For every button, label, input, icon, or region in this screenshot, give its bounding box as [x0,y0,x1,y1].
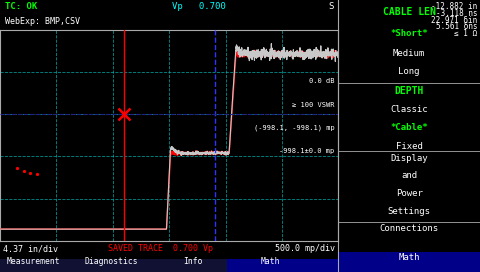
Bar [338,252,480,272]
Text: CABLE LEN: CABLE LEN [383,7,436,17]
Bar [227,259,338,272]
Text: 0.0 dB: 0.0 dB [309,78,335,84]
Text: -3.118 ns: -3.118 ns [436,9,478,18]
Text: 500.0 mp/div: 500.0 mp/div [275,245,335,254]
Text: Fixed: Fixed [396,142,422,151]
Text: Classic: Classic [390,105,428,114]
Text: SAVED TRACE  0.700 Vp: SAVED TRACE 0.700 Vp [108,245,213,254]
Text: -998.1±0.0 mp: -998.1±0.0 mp [279,148,335,154]
Text: Math: Math [261,256,280,265]
Text: ≤ 1 Ω: ≤ 1 Ω [455,29,478,38]
Text: S: S [329,2,334,11]
Text: *Short*: *Short* [390,29,428,38]
Text: ≥ 100 VSWR: ≥ 100 VSWR [292,101,335,108]
Text: Long: Long [398,67,420,76]
Text: (-998.1, -998.1) mp: (-998.1, -998.1) mp [253,125,335,131]
Text: Math: Math [398,252,420,262]
Text: Measurement: Measurement [7,256,60,265]
Text: Medium: Medium [393,49,425,58]
Text: Vp   0.700: Vp 0.700 [172,2,226,11]
Bar [0,259,338,272]
Text: Display: Display [390,154,428,163]
Text: *Cable*: *Cable* [390,123,428,132]
Text: DEPTH: DEPTH [395,86,424,96]
Text: 4.37 in/div: 4.37 in/div [3,245,59,254]
Text: and: and [401,171,417,180]
Text: Connections: Connections [380,224,439,233]
Text: Info: Info [183,256,203,265]
Text: Power: Power [396,189,422,198]
Text: 22.971 δin: 22.971 δin [432,16,478,24]
Text: 5.561 δns: 5.561 δns [436,22,478,31]
Text: Diagnostics: Diagnostics [85,256,139,265]
Text: WebExp: BMP,CSV: WebExp: BMP,CSV [5,17,80,26]
Text: -998.1 mp: -998.1 mp [296,52,335,58]
Text: Settings: Settings [388,207,431,216]
Text: -12.882 in: -12.882 in [432,2,478,11]
Text: TC: OK: TC: OK [5,2,37,11]
